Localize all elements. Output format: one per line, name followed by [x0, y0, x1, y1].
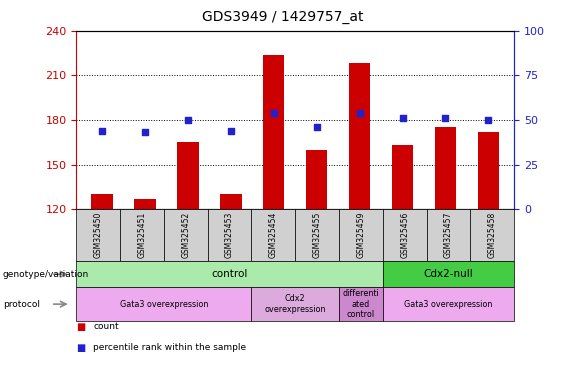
- Bar: [434, 127, 456, 209]
- Point: [441, 115, 450, 121]
- Point: [484, 117, 493, 123]
- Point: [184, 117, 193, 123]
- Text: GSM325452: GSM325452: [181, 212, 190, 258]
- Bar: [392, 145, 413, 209]
- Bar: [92, 194, 113, 209]
- Bar: [177, 142, 199, 209]
- Text: GSM325454: GSM325454: [269, 212, 278, 258]
- Bar: [477, 132, 499, 209]
- Bar: [349, 63, 370, 209]
- Text: GSM325456: GSM325456: [400, 212, 409, 258]
- Text: GSM325451: GSM325451: [137, 212, 146, 258]
- Bar: [306, 150, 327, 209]
- Text: GSM325459: GSM325459: [357, 212, 366, 258]
- Point: [355, 110, 364, 116]
- Bar: [263, 55, 285, 209]
- Text: GSM325453: GSM325453: [225, 212, 234, 258]
- Text: GSM325450: GSM325450: [94, 212, 103, 258]
- Bar: [220, 194, 242, 209]
- Text: Cdx2
overexpression: Cdx2 overexpression: [264, 295, 326, 314]
- Text: ■: ■: [76, 322, 85, 332]
- Text: GDS3949 / 1429757_at: GDS3949 / 1429757_at: [202, 10, 363, 23]
- Text: ■: ■: [76, 343, 85, 353]
- Text: control: control: [211, 269, 247, 279]
- Text: percentile rank within the sample: percentile rank within the sample: [93, 343, 246, 353]
- Text: differenti
ated
control: differenti ated control: [342, 289, 379, 319]
- Text: Gata3 overexpression: Gata3 overexpression: [405, 300, 493, 309]
- Text: GSM325458: GSM325458: [488, 212, 497, 258]
- Point: [270, 110, 279, 116]
- Text: GSM325457: GSM325457: [444, 212, 453, 258]
- Text: count: count: [93, 322, 119, 331]
- Text: Gata3 overexpression: Gata3 overexpression: [120, 300, 208, 309]
- Point: [227, 127, 236, 134]
- Text: genotype/variation: genotype/variation: [3, 270, 89, 279]
- Bar: [134, 199, 156, 209]
- Text: Cdx2-null: Cdx2-null: [424, 269, 473, 279]
- Point: [98, 127, 107, 134]
- Text: protocol: protocol: [3, 300, 40, 309]
- Text: GSM325455: GSM325455: [312, 212, 321, 258]
- Point: [398, 115, 407, 121]
- Point: [312, 124, 321, 130]
- Point: [141, 129, 150, 136]
